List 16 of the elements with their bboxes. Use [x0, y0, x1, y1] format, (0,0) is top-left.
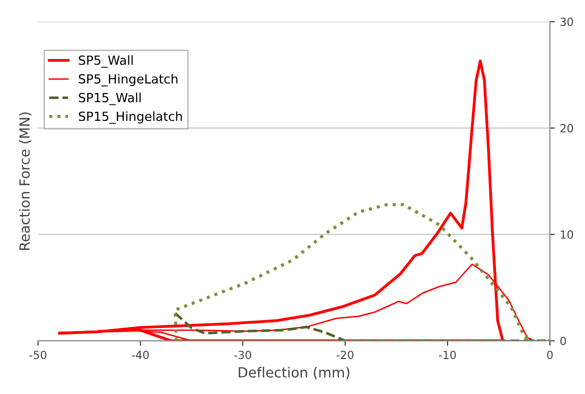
y-tick-label: 10: [560, 230, 574, 239]
y-tick-label: 20: [560, 124, 574, 132]
x-tick-label: -40: [132, 350, 149, 360]
y-tick-label: 30: [560, 18, 574, 26]
x-tick-label: 0: [547, 350, 553, 360]
legend-label: SP5_HingeLatch: [78, 74, 178, 86]
y-axis-title: Reaction Force (MN): [19, 112, 32, 250]
x-tick-label: -30: [234, 350, 252, 360]
x-tick-label: -20: [336, 350, 354, 360]
legend-label: SP5_Wall: [78, 55, 133, 68]
x-tick-label: -10: [438, 350, 456, 360]
x-axis-title: Deflection (mm): [238, 366, 350, 380]
x-tick-label: -50: [29, 350, 46, 360]
legend-label: SP15_Hingelatch: [78, 111, 182, 124]
legend-label: SP15_Wall: [78, 92, 141, 106]
y-tick-label: 0: [560, 336, 566, 346]
